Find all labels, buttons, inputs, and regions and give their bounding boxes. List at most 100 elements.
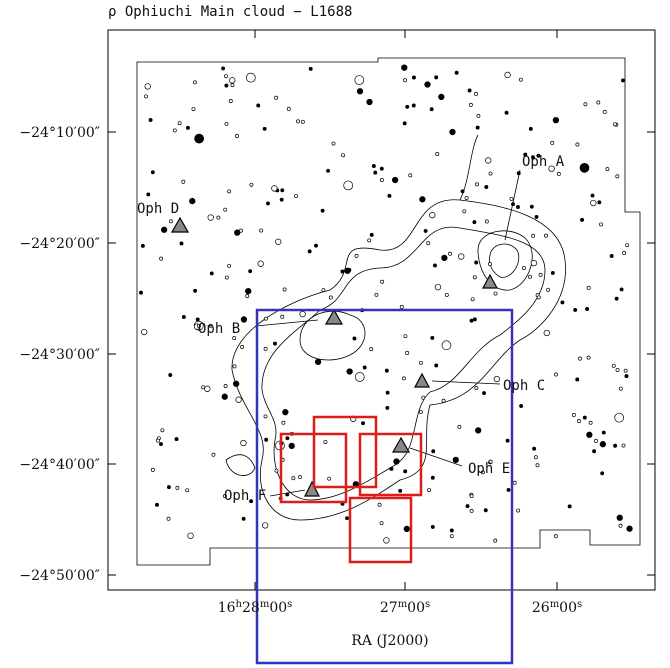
source xyxy=(345,516,349,521)
source xyxy=(187,532,194,539)
source xyxy=(159,256,164,261)
source xyxy=(546,287,551,292)
source xyxy=(429,212,436,219)
source xyxy=(229,77,236,84)
source xyxy=(208,323,213,328)
source xyxy=(245,294,250,299)
source xyxy=(271,185,278,192)
source xyxy=(185,125,190,130)
source xyxy=(156,438,160,443)
source xyxy=(401,64,408,71)
source xyxy=(576,419,581,423)
labels: −24°10′00″ −24°20′00″ −24°30′00″ −24°40′00″… xyxy=(19,30,655,649)
frame xyxy=(107,29,656,591)
source xyxy=(579,162,590,173)
source xyxy=(371,164,376,168)
source xyxy=(484,219,489,224)
source xyxy=(472,317,477,322)
source xyxy=(488,171,493,176)
source xyxy=(193,288,198,293)
sources xyxy=(139,64,633,544)
source xyxy=(528,126,533,131)
source xyxy=(169,219,173,224)
source xyxy=(573,307,578,312)
source xyxy=(150,170,155,175)
source xyxy=(367,238,372,243)
source xyxy=(403,78,407,83)
source xyxy=(618,386,623,391)
x-tick-part: m xyxy=(398,599,408,610)
source xyxy=(262,126,267,131)
source xyxy=(241,516,246,521)
source xyxy=(403,525,410,533)
source xyxy=(621,78,625,83)
source xyxy=(160,428,165,433)
source xyxy=(532,446,537,451)
source xyxy=(586,355,591,360)
source xyxy=(434,363,439,368)
source xyxy=(391,176,399,184)
source xyxy=(531,233,536,238)
y-tick-label: −24°40′00″ xyxy=(19,457,100,473)
source xyxy=(352,336,357,341)
source xyxy=(448,251,453,256)
source xyxy=(174,437,179,442)
source xyxy=(224,121,229,126)
source xyxy=(438,93,445,101)
source xyxy=(144,83,151,90)
source xyxy=(221,393,228,400)
source xyxy=(434,283,442,291)
source xyxy=(460,189,465,194)
region-markers xyxy=(170,216,499,497)
source xyxy=(474,260,479,265)
source xyxy=(341,153,346,158)
source xyxy=(418,360,423,365)
source xyxy=(623,368,628,373)
y-tick-label: −24°20′00″ xyxy=(19,236,100,252)
source xyxy=(624,374,629,379)
source xyxy=(228,99,233,103)
source xyxy=(571,413,576,417)
source xyxy=(403,334,408,339)
source xyxy=(430,475,435,480)
source xyxy=(232,336,237,341)
source xyxy=(377,502,382,507)
source xyxy=(299,310,306,318)
source xyxy=(328,295,333,300)
source xyxy=(369,232,374,237)
region-label: Oph F xyxy=(224,488,266,504)
source xyxy=(393,458,400,465)
source xyxy=(457,424,462,429)
source xyxy=(430,335,435,340)
source xyxy=(480,470,485,475)
source xyxy=(476,113,481,118)
source xyxy=(612,122,617,127)
source xyxy=(235,134,239,138)
source xyxy=(232,364,237,369)
source xyxy=(380,279,385,284)
source xyxy=(263,414,268,419)
source xyxy=(530,259,538,267)
source xyxy=(239,228,243,233)
source xyxy=(245,72,256,83)
source xyxy=(240,345,245,349)
source xyxy=(369,347,374,352)
source xyxy=(340,269,345,274)
source xyxy=(468,102,473,107)
source xyxy=(599,441,607,448)
source xyxy=(512,480,517,485)
blue-field xyxy=(255,308,514,665)
source xyxy=(449,528,454,533)
source xyxy=(245,287,252,295)
source xyxy=(488,262,492,267)
region-label: Oph E xyxy=(468,461,510,477)
source xyxy=(615,367,620,372)
y-tick-label: −24°50′00″ xyxy=(19,568,100,584)
source xyxy=(469,494,474,499)
source xyxy=(139,290,143,295)
source xyxy=(356,88,364,95)
source xyxy=(195,317,200,322)
source xyxy=(472,275,477,280)
source xyxy=(469,318,474,323)
